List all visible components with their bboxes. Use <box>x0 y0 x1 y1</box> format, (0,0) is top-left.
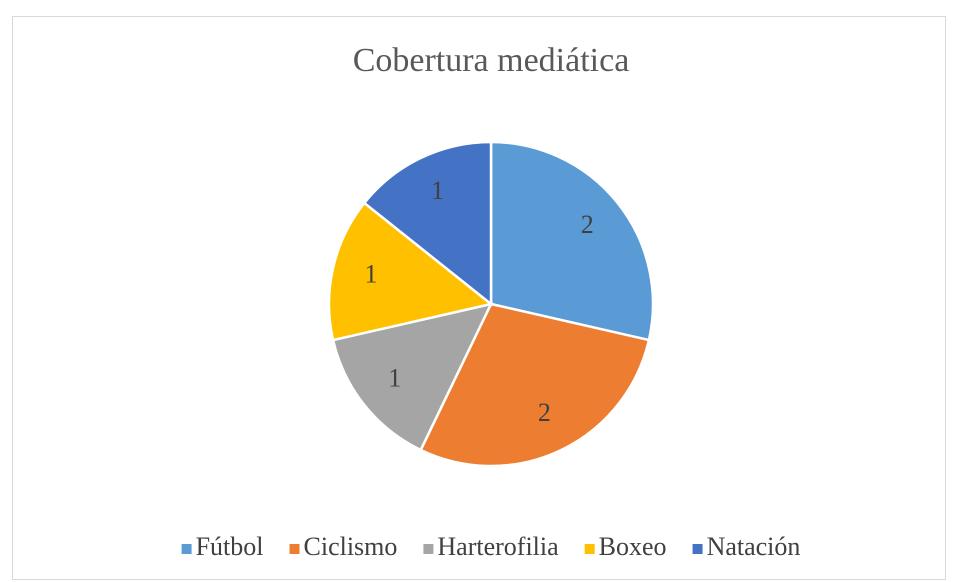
legend-label: Natación <box>707 532 801 561</box>
data-label: 1 <box>431 176 444 205</box>
legend-swatch <box>584 544 595 554</box>
data-label: 2 <box>581 210 594 239</box>
legend-swatch <box>181 544 192 554</box>
pie-slice <box>489 140 655 342</box>
legend-swatch <box>692 544 703 554</box>
legend-label: Ciclismo <box>304 532 398 561</box>
pie-slice <box>331 302 494 452</box>
legend-swatch <box>289 544 300 554</box>
legend-label: Harterofilia <box>437 532 559 561</box>
data-label: 2 <box>538 398 551 427</box>
data-label: 1 <box>388 364 401 393</box>
pie-slice <box>327 201 494 342</box>
pie-slice <box>419 302 651 468</box>
data-label: 1 <box>364 260 377 289</box>
legend-swatch <box>423 544 434 554</box>
legend-label: Boxeo <box>599 532 667 561</box>
legend-label: Fútbol <box>196 532 264 561</box>
chart-title: Cobertura mediática <box>353 42 630 79</box>
pie-slice <box>362 140 493 307</box>
